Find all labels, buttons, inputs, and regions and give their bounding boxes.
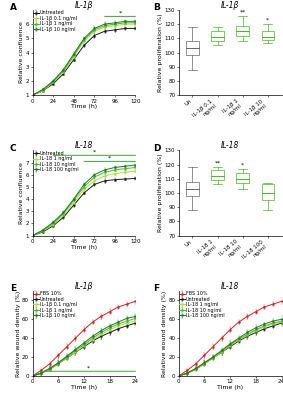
Bar (211, 170, 224, 180)
Text: F: F (153, 284, 159, 293)
Legend: Untreated, IL-18 1 ng/ml, IL-18 10 ng/ml, IL-18 100 ng/ml: Untreated, IL-18 1 ng/ml, IL-18 10 ng/ml… (33, 151, 78, 172)
Y-axis label: Relative wound density (%): Relative wound density (%) (162, 290, 167, 376)
Text: *: * (241, 162, 244, 168)
Bar (236, 173, 249, 183)
Bar (211, 31, 224, 41)
Legend: Untreated, IL-1β 0.1 ng/ml, IL-1β 1 ng/ml, IL-1β 10 ng/ml: Untreated, IL-1β 0.1 ng/ml, IL-1β 1 ng/m… (33, 10, 77, 32)
Title: IL-1β: IL-1β (221, 1, 239, 10)
Text: A: A (10, 3, 17, 12)
Bar (186, 41, 199, 55)
Y-axis label: Relative wound density (%): Relative wound density (%) (16, 290, 21, 376)
Text: *: * (119, 11, 122, 16)
Title: IL-1β: IL-1β (75, 1, 93, 10)
Text: *: * (266, 18, 269, 23)
Text: *: * (93, 150, 96, 155)
Legend: FBS 10%, Untreated, IL-1β 0.1 ng/ml, IL-1β 1 ng/ml, IL-1β 10 ng/ml: FBS 10%, Untreated, IL-1β 0.1 ng/ml, IL-… (33, 291, 77, 318)
Legend: FBS 10%, Untreated, IL-18 1 ng/ml, IL-18 10 ng/ml, IL-18 100 ng/ml: FBS 10%, Untreated, IL-18 1 ng/ml, IL-18… (179, 291, 225, 318)
Text: *: * (108, 156, 111, 161)
Title: IL-18: IL-18 (221, 141, 239, 150)
Bar (236, 26, 249, 36)
Bar (186, 182, 199, 196)
X-axis label: Time (h): Time (h) (71, 385, 97, 390)
X-axis label: Time (h): Time (h) (71, 245, 97, 250)
Text: **: ** (239, 9, 246, 14)
Y-axis label: Relative proliferation (%): Relative proliferation (%) (158, 13, 163, 92)
Text: E: E (10, 284, 16, 293)
Bar (261, 31, 274, 40)
Y-axis label: Relative confluence: Relative confluence (19, 162, 24, 224)
Title: IL-18: IL-18 (75, 141, 93, 150)
X-axis label: Time (h): Time (h) (217, 385, 243, 390)
Text: B: B (153, 3, 160, 12)
Y-axis label: Relative proliferation (%): Relative proliferation (%) (158, 154, 163, 232)
Y-axis label: Relative confluence: Relative confluence (19, 22, 24, 84)
Text: **: ** (215, 161, 221, 166)
Title: IL-1β: IL-1β (75, 282, 93, 291)
Bar (261, 184, 274, 200)
Text: C: C (10, 144, 16, 153)
Text: D: D (153, 144, 160, 153)
Title: IL-18: IL-18 (221, 282, 239, 291)
Text: *: * (87, 366, 90, 371)
X-axis label: Time (h): Time (h) (71, 104, 97, 109)
